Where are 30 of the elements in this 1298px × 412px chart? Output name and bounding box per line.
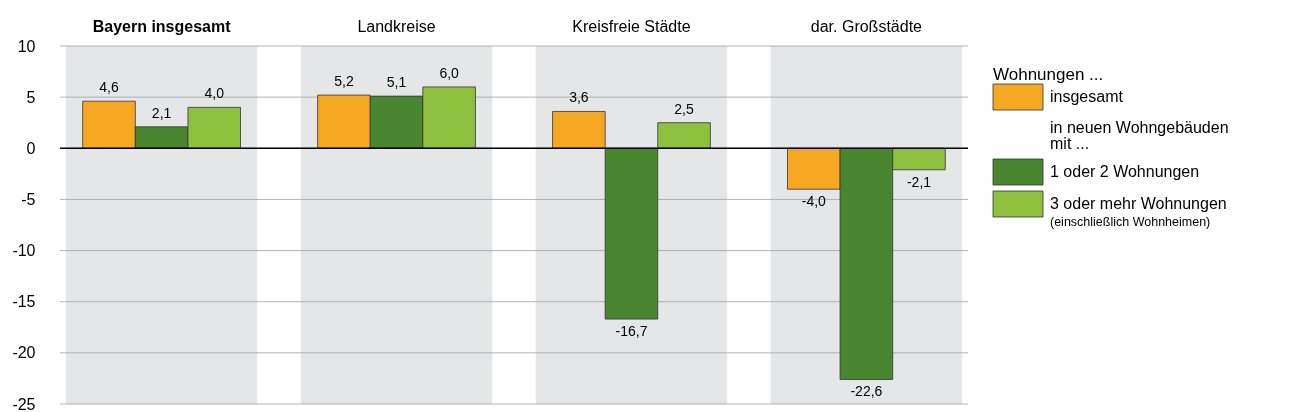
text: in neuen Wohngebäuden mit ... [1050, 119, 1229, 152]
data-label: 2,5 [674, 100, 695, 117]
y-tick-label: 0 [26, 139, 36, 157]
y-tick-label: -25 [12, 395, 36, 412]
data-label: -4,0 [801, 193, 827, 210]
data-label: 2,1 [151, 104, 172, 121]
data-label: -2,1 [906, 173, 932, 190]
x-tick-label: dar. Großstädte [810, 17, 923, 35]
data-label: 6,0 [439, 64, 460, 81]
y-tick-label: 5 [26, 88, 36, 106]
y-tick-label: 10 [17, 37, 36, 55]
data-label: -16,7 [615, 323, 648, 340]
data-label: 3,6 [569, 89, 589, 106]
y-tick-label: -20 [12, 344, 36, 362]
x-tick-label: Landkreise [357, 17, 436, 35]
data-label: -22,6 [850, 383, 883, 400]
legend-label: 3 oder mehr Wohnungen [1050, 195, 1227, 212]
legend-label: insgesamt [1050, 88, 1124, 105]
legend-label: 1 oder 2 Wohnungen [1050, 163, 1200, 180]
x-tick-label: Bayern insgesamt [92, 17, 232, 35]
data-label: 5,1 [386, 74, 407, 91]
y-tick-label: -15 [12, 293, 36, 311]
x-tick-label: Kreisfreie Städte [572, 17, 691, 35]
y-tick-label: -10 [12, 242, 36, 260]
data-label: 5,2 [334, 73, 354, 90]
data-label: 4,0 [204, 85, 225, 102]
data-label: 4,6 [99, 79, 119, 96]
legend-title: Wohnungen ... [993, 65, 1104, 84]
text: (einschließlich Wohnheimen) [1050, 215, 1211, 229]
y-tick-label: -5 [21, 190, 36, 208]
